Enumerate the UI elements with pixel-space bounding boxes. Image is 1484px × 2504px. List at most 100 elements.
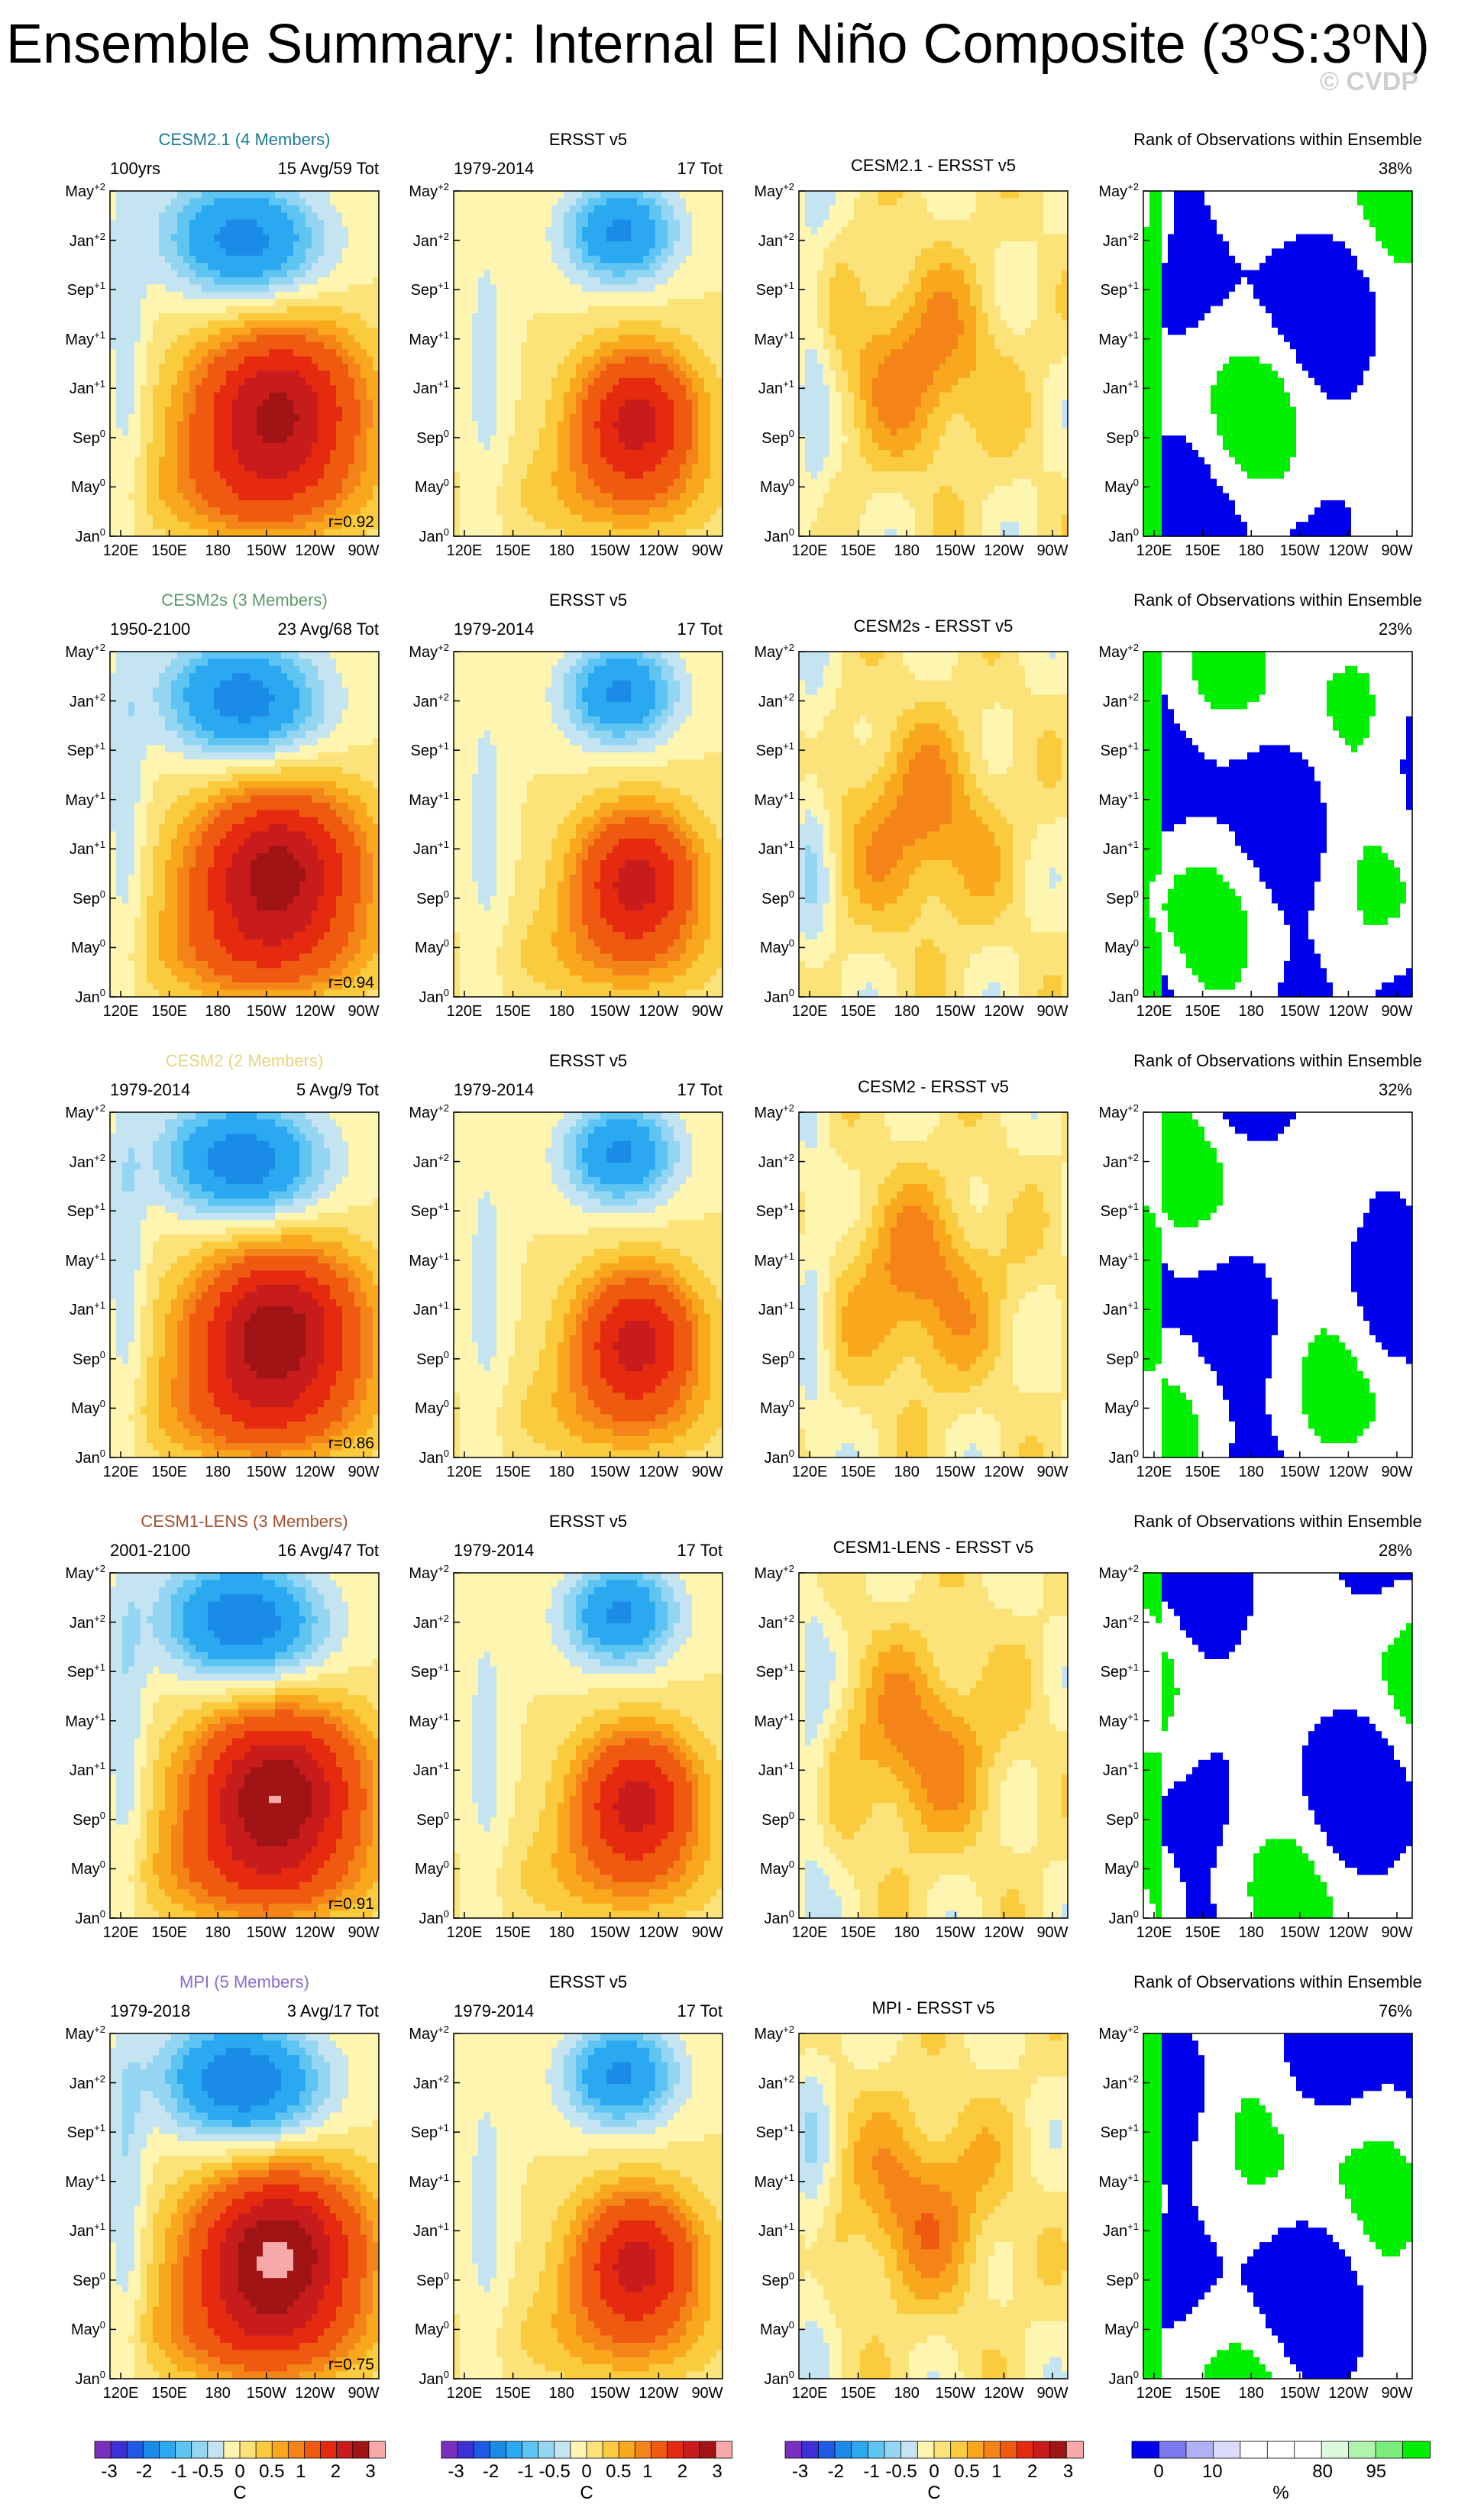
field-cell	[655, 227, 662, 235]
field-cell	[244, 328, 251, 335]
field-cell	[251, 493, 257, 501]
field-cell	[570, 191, 577, 199]
field-cell	[226, 241, 233, 249]
field-cell	[637, 507, 644, 515]
field-cell	[478, 321, 485, 328]
field-cell	[637, 328, 644, 335]
field-cell	[116, 500, 123, 508]
field-cell	[153, 515, 160, 522]
field-cell	[324, 464, 331, 472]
field-cell	[545, 515, 552, 522]
field-cell	[558, 227, 564, 235]
field-cell	[799, 321, 806, 328]
field-cell	[472, 248, 479, 256]
field-cell	[860, 191, 867, 199]
field-cell	[829, 198, 836, 205]
field-cell	[668, 421, 674, 429]
field-cell	[354, 479, 361, 487]
field-cell	[293, 270, 300, 278]
field-cell	[637, 270, 644, 278]
field-cell	[594, 212, 601, 220]
field-cell	[704, 435, 711, 443]
field-cell	[238, 241, 245, 249]
field-cell	[655, 335, 662, 342]
field-cell	[686, 284, 693, 292]
field-cell	[134, 212, 141, 220]
field-cell	[141, 227, 147, 235]
field-cell	[668, 457, 674, 464]
field-cell	[110, 457, 117, 464]
field-cell	[842, 292, 849, 299]
field-cell	[257, 370, 263, 378]
field-cell	[811, 457, 818, 464]
field-cell	[710, 205, 717, 213]
field-cell	[582, 429, 589, 436]
field-cell	[466, 212, 473, 220]
field-cell	[165, 335, 172, 342]
field-cell	[509, 205, 516, 213]
field-cell	[275, 277, 282, 285]
field-cell	[324, 479, 331, 487]
field-cell	[594, 284, 601, 292]
field-cell	[655, 357, 662, 364]
field-cell	[539, 321, 546, 328]
field-cell	[183, 378, 190, 386]
field-cell	[631, 306, 638, 314]
field-cell	[275, 400, 282, 407]
field-cell	[208, 464, 215, 472]
field-cell	[367, 479, 373, 487]
field-cell	[208, 522, 215, 529]
field-cell	[872, 493, 879, 501]
field-cell	[269, 479, 276, 487]
field-cell	[318, 393, 325, 400]
field-cell	[251, 357, 257, 364]
field-cell	[177, 220, 184, 228]
field-cell	[594, 235, 601, 242]
field-cell	[854, 522, 861, 529]
field-cell	[336, 263, 343, 270]
field-cell	[594, 493, 601, 501]
field-cell	[637, 349, 644, 357]
field-cell	[128, 306, 135, 314]
field-cell	[342, 299, 349, 306]
field-cell	[515, 450, 522, 458]
field-cell	[576, 450, 583, 458]
field-cell	[141, 479, 147, 487]
field-cell	[299, 493, 306, 501]
field-cell	[299, 227, 306, 235]
field-cell	[710, 313, 717, 321]
field-cell	[189, 378, 196, 386]
field-cell	[872, 270, 879, 278]
field-cell	[588, 284, 595, 292]
field-cell	[643, 227, 650, 235]
field-cell	[177, 529, 184, 537]
field-cell	[196, 284, 202, 292]
field-cell	[238, 321, 245, 328]
field-cell	[551, 529, 558, 537]
field-cell	[128, 357, 135, 364]
field-cell	[576, 507, 583, 515]
field-cell	[269, 464, 276, 472]
field-cell	[643, 220, 650, 228]
field-cell	[854, 306, 861, 314]
field-cell	[817, 370, 824, 378]
field-cell	[655, 421, 662, 429]
field-cell	[116, 335, 123, 342]
field-cell	[842, 235, 849, 242]
field-cell	[324, 349, 331, 357]
field-cell	[312, 457, 318, 464]
field-cell	[214, 378, 221, 386]
field-cell	[454, 400, 461, 407]
field-cell	[244, 435, 251, 443]
field-cell	[811, 235, 818, 242]
field-cell	[866, 529, 873, 537]
field-cell	[367, 284, 373, 292]
field-cell	[153, 464, 160, 472]
field-cell	[244, 205, 251, 213]
field-cell	[588, 277, 595, 285]
field-cell	[600, 479, 607, 487]
field-cell	[848, 435, 855, 443]
field-cell	[171, 212, 178, 220]
field-cell	[533, 493, 540, 501]
field-cell	[854, 529, 861, 537]
